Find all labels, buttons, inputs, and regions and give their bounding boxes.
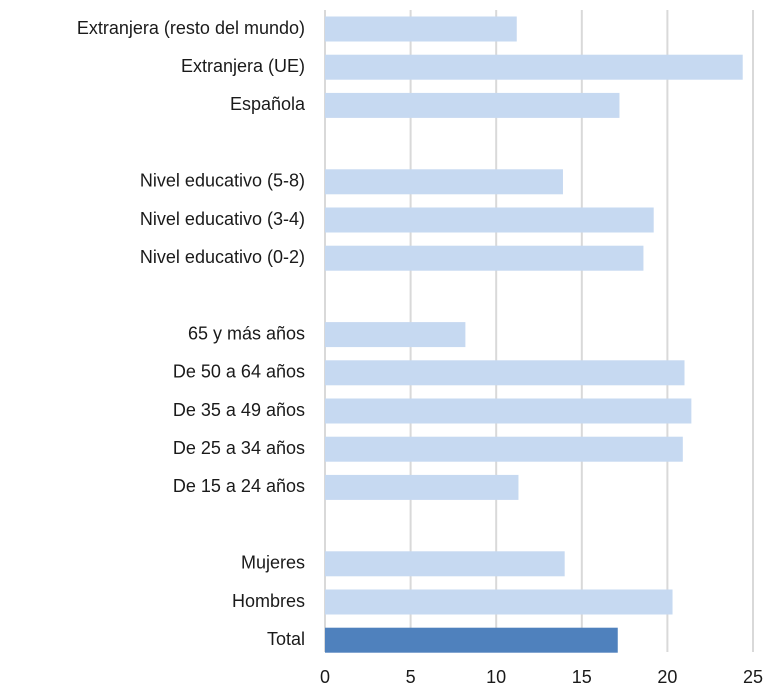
- category-label-16: Total: [267, 629, 305, 649]
- category-label-4: Nivel educativo (5-8): [140, 171, 305, 191]
- category-label-10: De 35 a 49 años: [173, 400, 305, 420]
- x-tick-label-25: 25: [743, 667, 763, 687]
- bar-12: [325, 474, 519, 500]
- category-labels: Extranjera (resto del mundo) Extranjera (…: [77, 18, 306, 649]
- bar-15: [325, 589, 673, 615]
- bar-4: [325, 169, 563, 195]
- bar-2: [325, 92, 620, 118]
- category-label-5: Nivel educativo (3-4): [140, 209, 305, 229]
- category-label-15: Hombres: [232, 591, 305, 611]
- category-label-9: De 50 a 64 años: [173, 362, 305, 382]
- x-tick-label-0: 0: [320, 667, 330, 687]
- bar-0: [325, 16, 517, 42]
- category-label-8: 65 y más años: [188, 323, 305, 343]
- bars: [325, 16, 743, 653]
- x-tick-label-5: 5: [406, 667, 416, 687]
- category-label-1: Extranjera (UE): [181, 56, 305, 76]
- x-tick-label-10: 10: [486, 667, 506, 687]
- bar-16: [325, 627, 618, 653]
- x-tick-label-15: 15: [572, 667, 592, 687]
- category-label-12: De 15 a 24 años: [173, 476, 305, 496]
- bar-9: [325, 360, 685, 386]
- bar-1: [325, 54, 743, 80]
- bar-14: [325, 551, 565, 577]
- bar-5: [325, 207, 654, 233]
- bar-11: [325, 436, 683, 462]
- category-label-2: Española: [230, 94, 306, 114]
- category-label-11: De 25 a 34 años: [173, 438, 305, 458]
- bar-8: [325, 322, 466, 348]
- x-tick-label-20: 20: [657, 667, 677, 687]
- bar-6: [325, 245, 644, 271]
- bar-10: [325, 398, 692, 424]
- category-label-6: Nivel educativo (0-2): [140, 247, 305, 267]
- category-label-14: Mujeres: [241, 553, 305, 573]
- x-axis-ticks: 0 5 10 15 20 25: [320, 667, 763, 687]
- category-label-0: Extranjera (resto del mundo): [77, 18, 305, 38]
